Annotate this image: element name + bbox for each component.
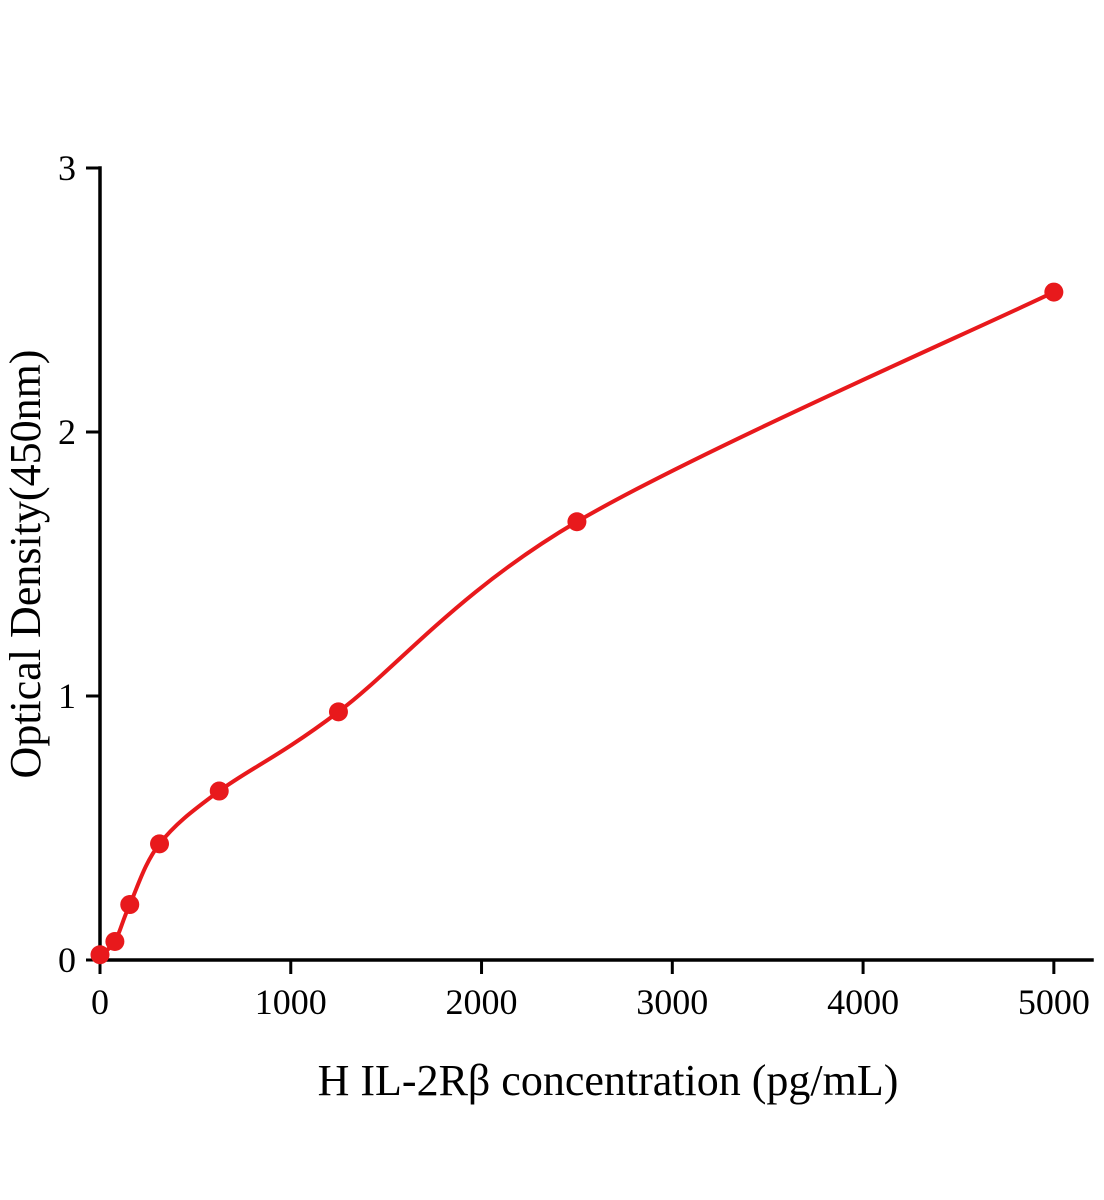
y-axis-title: Optical Density(450nm) [1,350,50,779]
fitted-curve [98,290,1056,957]
tick-labels: 0 1000 2000 3000 4000 5000 0 1 2 3 [58,148,1090,1022]
data-point-marker [150,834,170,854]
x-tick-label: 4000 [827,982,899,1022]
data-point-marker [567,512,587,532]
data-point-marker [1044,282,1064,302]
data-point-marker [328,702,348,722]
x-tick-label: 0 [91,982,109,1022]
x-tick-label: 5000 [1018,982,1090,1022]
data-point-marker [120,895,140,915]
data-point-marker [209,781,229,801]
tick-marks [86,166,1056,974]
standard-curve-line [98,290,1056,957]
y-tick-label: 1 [58,676,76,716]
data-points [90,282,1064,965]
y-tick-label: 3 [58,148,76,188]
x-tick-label: 2000 [446,982,518,1022]
data-point-marker [90,945,110,965]
x-tick-label: 1000 [255,982,327,1022]
x-axis-title: H IL-2Rβ concentration (pg/mL) [318,1056,899,1105]
data-point-marker [105,932,125,952]
y-tick-label: 2 [58,412,76,452]
x-tick-label: 3000 [636,982,708,1022]
y-tick-label: 0 [58,940,76,980]
